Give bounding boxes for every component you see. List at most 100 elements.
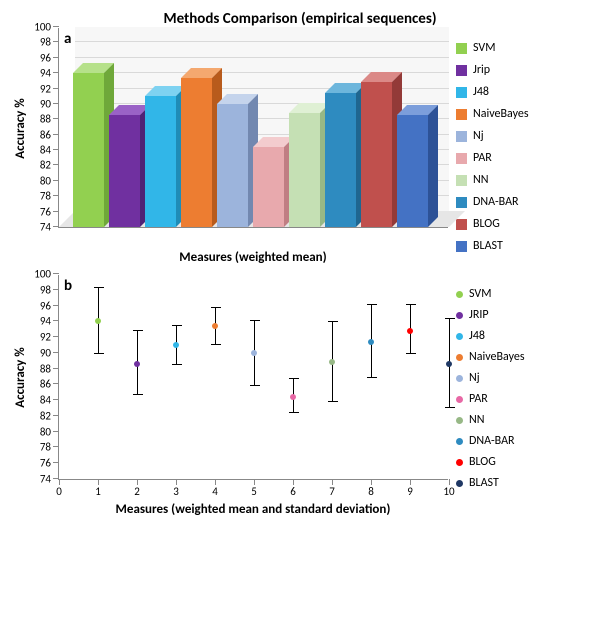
ytick xyxy=(53,164,59,165)
legend-item-jrip: Jrip xyxy=(456,60,529,80)
ylabel-a: Accuracy % xyxy=(13,98,28,159)
legend-item-j48: J48 xyxy=(456,327,525,346)
legend-label: NaiveBayes xyxy=(473,104,529,124)
bar-nn xyxy=(289,113,320,227)
bar-dna-bar xyxy=(325,93,356,227)
ytick xyxy=(53,41,59,42)
legend-item-svm: SVM xyxy=(456,285,525,304)
ytick xyxy=(53,352,59,353)
legend-label: PAR xyxy=(469,390,488,409)
ytick-label: 90 xyxy=(40,97,59,110)
chart-a: a 74767880828486889092949698100 Measures… xyxy=(58,28,448,265)
xlabel-b: Measures (weighted mean and standard dev… xyxy=(58,502,448,517)
ytick-label: 96 xyxy=(40,51,59,64)
ytick xyxy=(53,118,59,119)
chart-b: b 74767880828486889092949698100012345678… xyxy=(58,275,448,517)
legend-label: Nj xyxy=(473,126,484,146)
legend-swatch xyxy=(456,459,463,466)
ylabel-wrap-a: Accuracy % xyxy=(10,28,30,228)
legend-swatch xyxy=(456,153,467,164)
xtick-label: 6 xyxy=(290,479,296,498)
legend-item-par: PAR xyxy=(456,148,529,168)
xtick-label: 0 xyxy=(56,479,62,498)
ytick-label: 100 xyxy=(34,21,59,34)
marker-dna-bar xyxy=(368,339,374,345)
ytick xyxy=(53,57,59,58)
gridline xyxy=(75,57,449,58)
xtick-label: 3 xyxy=(173,479,179,498)
legend-swatch xyxy=(456,241,467,252)
ytick-label: 84 xyxy=(40,144,59,157)
legend-label: BLOG xyxy=(473,214,500,234)
ytick-label: 80 xyxy=(40,174,59,187)
xtick-label: 2 xyxy=(134,479,140,498)
legend-swatch xyxy=(456,396,463,403)
ytick-label: 98 xyxy=(40,36,59,49)
ytick-label: 78 xyxy=(40,441,59,454)
ytick-label: 78 xyxy=(40,190,59,203)
ytick-label: 92 xyxy=(40,331,59,344)
legend-item-nn: NN xyxy=(456,411,525,430)
ytick-label: 82 xyxy=(40,159,59,172)
bar-j48 xyxy=(145,96,176,227)
marker-svm xyxy=(95,318,101,324)
xlabel-a: Measures (weighted mean) xyxy=(58,250,448,265)
legend-swatch xyxy=(456,354,463,361)
legend-label: DNA-BAR xyxy=(473,192,519,212)
legend-item-dna-bar: DNA-BAR xyxy=(456,432,525,451)
legend-item-jrip: JRIP xyxy=(456,306,525,325)
legend-swatch xyxy=(456,312,463,319)
ytick-label: 100 xyxy=(34,268,59,281)
legend-label: PAR xyxy=(473,148,492,168)
marker-j48 xyxy=(173,342,179,348)
legend-item-nj: Nj xyxy=(456,126,529,146)
gridline xyxy=(75,41,449,42)
legend-item-blog: BLOG xyxy=(456,453,525,472)
ytick xyxy=(53,462,59,463)
legend-label: J48 xyxy=(473,82,489,102)
bar-svm xyxy=(73,73,104,227)
ytick-label: 76 xyxy=(40,205,59,218)
ytick xyxy=(53,399,59,400)
legend-label: DNA-BAR xyxy=(469,432,515,451)
ytick xyxy=(53,195,59,196)
plot-a: 74767880828486889092949698100 xyxy=(58,28,448,228)
legend-item-dna-bar: DNA-BAR xyxy=(456,192,529,212)
ytick-label: 86 xyxy=(40,378,59,391)
ytick-label: 94 xyxy=(40,315,59,328)
legend-b: SVMJRIPJ48NaiveBayesNjPARNNDNA-BARBLOGBL… xyxy=(456,285,525,493)
ytick xyxy=(53,134,59,135)
xtick-label: 5 xyxy=(251,479,257,498)
legend-swatch xyxy=(456,43,467,54)
legend-item-nj: Nj xyxy=(456,369,525,388)
legend-item-blast: BLAST xyxy=(456,236,529,256)
ytick-label: 82 xyxy=(40,409,59,422)
legend-swatch xyxy=(456,197,467,208)
ytick xyxy=(53,273,59,274)
legend-label: Jrip xyxy=(473,60,490,80)
ytick xyxy=(53,446,59,447)
legend-swatch xyxy=(456,417,463,424)
legend-label: SVM xyxy=(469,285,492,304)
ytick-label: 74 xyxy=(40,221,59,234)
ytick xyxy=(53,336,59,337)
ytick-label: 98 xyxy=(40,283,59,296)
ytick xyxy=(53,211,59,212)
legend-swatch xyxy=(456,109,467,120)
legend-swatch xyxy=(456,438,463,445)
ytick-label: 88 xyxy=(40,362,59,375)
legend-item-nn: NN xyxy=(456,170,529,190)
xtick-label: 1 xyxy=(95,479,101,498)
legend-item-blast: BLAST xyxy=(456,474,525,493)
ytick xyxy=(53,368,59,369)
legend-label: Nj xyxy=(469,369,480,388)
legend-item-naivebayes: NaiveBayes xyxy=(456,104,529,124)
marker-nj xyxy=(251,350,257,356)
ytick-label: 86 xyxy=(40,128,59,141)
legend-item-svm: SVM xyxy=(456,38,529,58)
legend-label: NN xyxy=(469,411,485,430)
legend-label: BLAST xyxy=(469,474,499,493)
legend-item-j48: J48 xyxy=(456,82,529,102)
marker-par xyxy=(290,394,296,400)
marker-blog xyxy=(407,328,413,334)
